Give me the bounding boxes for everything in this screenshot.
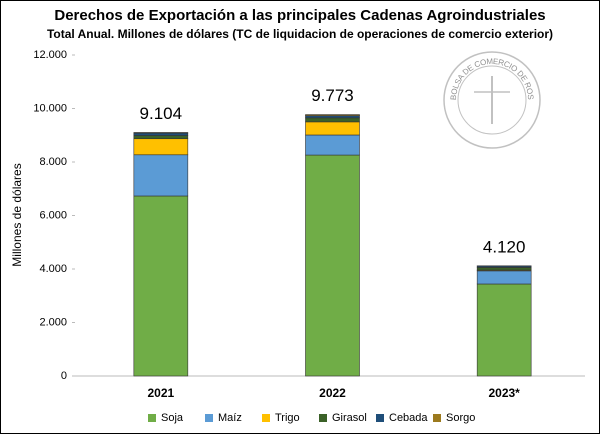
bar-segment [305, 134, 360, 156]
y-tick-label: 2.000 [39, 316, 67, 328]
total-label: 9.104 [140, 104, 183, 123]
bar-segment [305, 121, 360, 136]
legend-label: Girasol [332, 412, 367, 424]
legend-label: Trigo [275, 412, 300, 424]
legend-swatch [433, 414, 441, 422]
bar-segment [133, 138, 189, 156]
legend-label: Sorgo [446, 412, 475, 424]
legend-label: Cebada [389, 412, 428, 424]
total-label: 4.120 [483, 237, 526, 256]
y-tick-label: 8.000 [39, 156, 67, 168]
bar-segment [133, 132, 189, 136]
y-axis-label: Millones de dólares [10, 163, 24, 266]
y-tick-label: 6.000 [39, 209, 67, 221]
legend-swatch [205, 414, 213, 422]
bar-segment [305, 154, 360, 377]
x-tick-label: 2023* [488, 386, 520, 400]
bar-segment [305, 114, 360, 117]
bar-segment [133, 154, 189, 197]
legend-label: Soja [161, 412, 184, 424]
legend-swatch [319, 414, 327, 422]
y-tick-label: 4.000 [39, 263, 67, 275]
bar-segment [305, 115, 360, 119]
y-tick-label: 12.000 [33, 49, 67, 61]
chart-title: Derechos de Exportación a las principale… [54, 7, 545, 24]
bar-segment [133, 132, 189, 134]
total-label: 9.773 [311, 86, 354, 105]
legend-swatch [376, 414, 384, 422]
bar-segment [476, 283, 532, 377]
bar-segment [476, 270, 532, 285]
legend-label: Maíz [218, 412, 242, 424]
chart-subtitle: Total Anual. Millones de dólares (TC de … [47, 27, 553, 41]
bar-segment [476, 267, 532, 271]
legend-swatch [148, 414, 156, 422]
legend-swatch [262, 414, 270, 422]
bar-segment [133, 135, 189, 140]
y-tick-label: 10.000 [33, 102, 67, 114]
bar-segment [133, 195, 189, 377]
bar-segment [305, 117, 360, 123]
y-tick-label: 0 [61, 370, 67, 382]
x-tick-label: 2021 [147, 386, 174, 400]
x-tick-label: 2022 [319, 386, 346, 400]
